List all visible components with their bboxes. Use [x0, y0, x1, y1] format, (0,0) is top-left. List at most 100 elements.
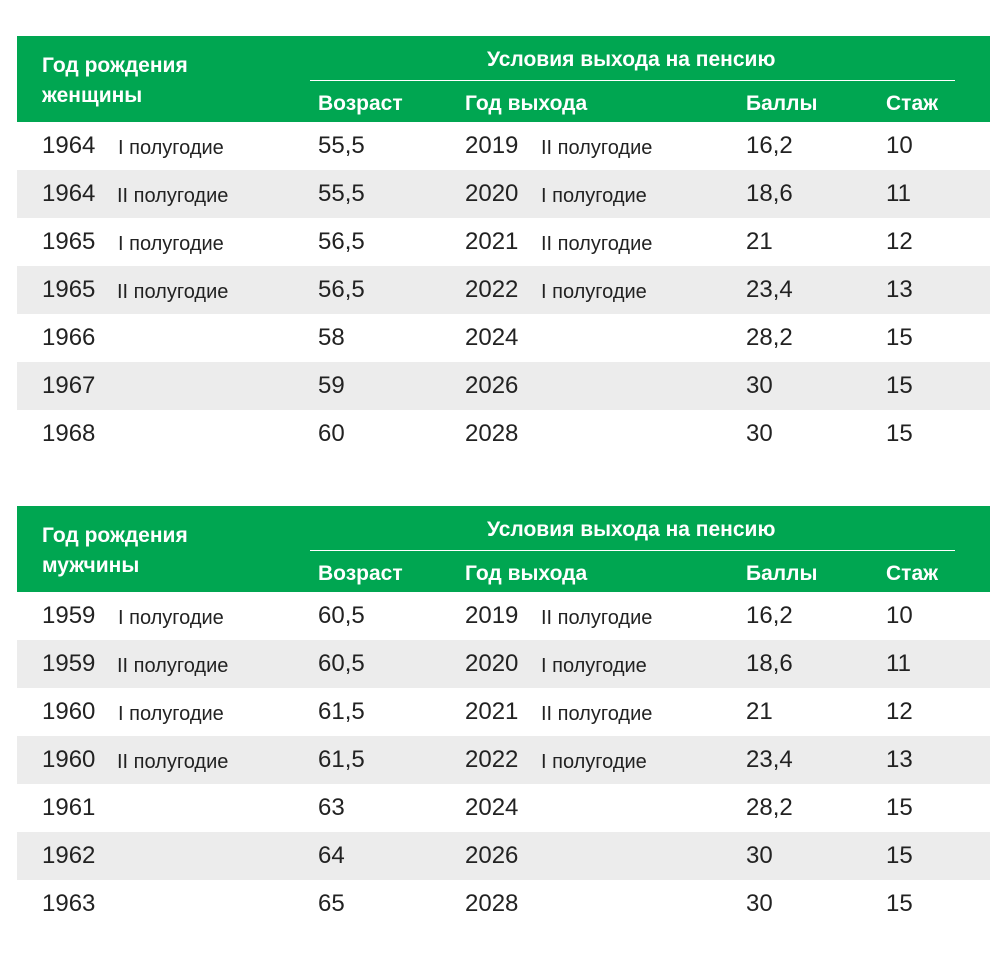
points: 28,2: [746, 324, 793, 351]
age: 64: [318, 842, 345, 869]
table-row: 1959 II полугодие 60,5 2020 I полугодие 18,6 1…: [17, 640, 990, 688]
exit-year: 2021: [465, 228, 519, 255]
table: Год рождения женщины Условия выхода на пен…: [17, 36, 990, 458]
exit-year: 2020: [465, 650, 519, 677]
exit-year: 2024: [465, 794, 519, 821]
column-header: Возраст: [318, 92, 403, 115]
header-birth: Год рождения: [42, 524, 188, 547]
birth-half: II полугодие: [117, 281, 229, 303]
points: 30: [746, 842, 773, 869]
experience: 15: [886, 420, 913, 447]
exit-year: 2028: [465, 890, 519, 917]
birth-year: 1959: [42, 650, 96, 677]
experience: 15: [886, 794, 913, 821]
table-row: 1963 65 2028 30 15: [17, 880, 990, 928]
header-who: женщины: [42, 84, 143, 107]
experience: 15: [886, 890, 913, 917]
table-row: 1964 I полугодие 55,5 2019 II полугодие 16,2 1…: [17, 122, 990, 170]
age: 56,5: [318, 228, 365, 255]
exit-year: 2019: [465, 602, 519, 629]
birth-year: 1959: [42, 602, 96, 629]
exit-year: 2024: [465, 324, 519, 351]
birth-half: I полугодие: [118, 137, 224, 159]
table-row: 1967 59 2026 30 15: [17, 362, 990, 410]
exit-year: 2026: [465, 842, 519, 869]
age: 60,5: [318, 602, 365, 629]
age: 56,5: [318, 276, 365, 303]
exit-half: I полугодие: [541, 655, 647, 677]
experience: 11: [886, 650, 911, 677]
table-row: 1961 63 2024 28,2 15: [17, 784, 990, 832]
table-row: 1962 64 2026 30 15: [17, 832, 990, 880]
experience: 15: [886, 324, 913, 351]
birth-year: 1964: [42, 132, 96, 159]
exit-year: 2026: [465, 372, 519, 399]
header-rule: [310, 80, 955, 81]
table-row: 1968 60 2028 30 15: [17, 410, 990, 458]
header-rule: [310, 550, 955, 551]
table-row: 1966 58 2024 28,2 15: [17, 314, 990, 362]
table-row: 1965 II полугодие 56,5 2022 I полугодие 23,4 1…: [17, 266, 990, 314]
experience: 13: [886, 746, 913, 773]
column-header: Баллы: [746, 92, 818, 115]
points: 30: [746, 372, 773, 399]
column-header: Год выхода: [465, 92, 588, 115]
age: 63: [318, 794, 345, 821]
age: 55,5: [318, 180, 365, 207]
table-row: 1960 II полугодие 61,5 2022 I полугодие 23,4 1…: [17, 736, 990, 784]
table-header: [17, 506, 990, 592]
exit-half: I полугодие: [541, 281, 647, 303]
points: 28,2: [746, 794, 793, 821]
birth-year: 1962: [42, 842, 96, 869]
exit-year: 2022: [465, 276, 519, 303]
experience: 11: [886, 180, 911, 207]
birth-half: II полугодие: [117, 751, 229, 773]
exit-half: I полугодие: [541, 751, 647, 773]
birth-year: 1965: [42, 276, 96, 303]
exit-half: I полугодие: [541, 185, 647, 207]
column-header: Баллы: [746, 562, 818, 585]
exit-half: II полугодие: [541, 137, 653, 159]
column-header: Стаж: [886, 562, 939, 585]
points: 16,2: [746, 602, 793, 629]
experience: 10: [886, 132, 913, 159]
exit-year: 2020: [465, 180, 519, 207]
birth-half: II полугодие: [117, 185, 229, 207]
age: 65: [318, 890, 345, 917]
points: 18,6: [746, 650, 793, 677]
experience: 10: [886, 602, 913, 629]
points: 18,6: [746, 180, 793, 207]
table: Год рождения мужчины Условия выхода на пен…: [17, 506, 990, 928]
experience: 13: [886, 276, 913, 303]
points: 30: [746, 420, 773, 447]
birth-year: 1961: [42, 794, 96, 821]
column-header: Год выхода: [465, 562, 588, 585]
points: 30: [746, 890, 773, 917]
age: 61,5: [318, 746, 365, 773]
points: 23,4: [746, 276, 793, 303]
table-row: 1959 I полугодие 60,5 2019 II полугодие 16,2 1…: [17, 592, 990, 640]
experience: 15: [886, 372, 913, 399]
table-row: 1965 I полугодие 56,5 2021 II полугодие 21 12: [17, 218, 990, 266]
age: 59: [318, 372, 345, 399]
birth-year: 1966: [42, 324, 96, 351]
birth-half: I полугодие: [118, 233, 224, 255]
column-header: Стаж: [886, 92, 939, 115]
birth-year: 1960: [42, 746, 96, 773]
exit-year: 2021: [465, 698, 519, 725]
birth-year: 1967: [42, 372, 96, 399]
experience: 12: [886, 698, 913, 725]
birth-year: 1968: [42, 420, 96, 447]
age: 60,5: [318, 650, 365, 677]
age: 60: [318, 420, 345, 447]
points: 21: [746, 228, 773, 255]
header-group: Условия выхода на пенсию: [487, 518, 776, 541]
birth-half: I полугодие: [118, 703, 224, 725]
age: 61,5: [318, 698, 365, 725]
birth-half: II полугодие: [117, 655, 229, 677]
exit-half: II полугодие: [541, 607, 653, 629]
exit-year: 2022: [465, 746, 519, 773]
birth-year: 1960: [42, 698, 96, 725]
exit-half: II полугодие: [541, 233, 653, 255]
